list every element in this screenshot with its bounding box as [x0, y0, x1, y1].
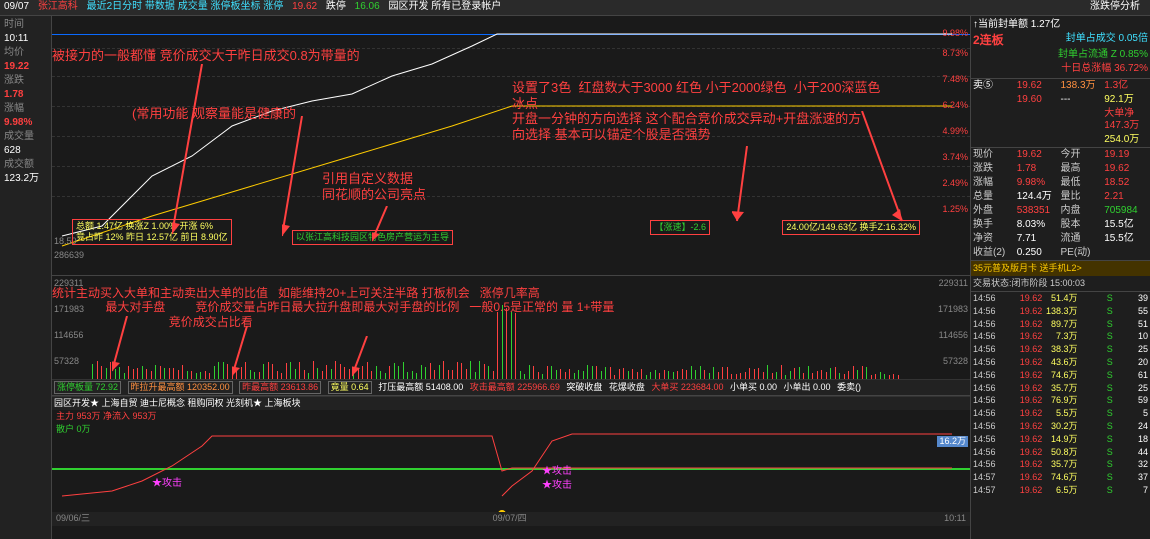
star-mark-1: ★攻击	[152, 478, 182, 490]
quote-grid: 卖⑤19.62138.3万1.3亿 19.60---92.1万 大单净 147.…	[971, 79, 1150, 148]
trade-row: 14:5619.6235.7万S32	[971, 458, 1150, 471]
flow-svg	[52, 426, 970, 516]
time-label: 时间	[2, 18, 49, 32]
trade-row: 14:5619.6243.6万S20	[971, 356, 1150, 369]
stat-line: 涨停板量 72.92 昨拉升最高额 120352.00 昨最高额 23613.8…	[52, 379, 970, 395]
trade-row: 14:5719.626.5万S7	[971, 484, 1150, 497]
trade-row: 14:5619.6276.9万S59	[971, 394, 1150, 407]
price-chart[interactable]: 9.98% 8.73% 7.48% 6.24% 4.99% 3.74% 2.49…	[52, 16, 970, 276]
avg-value: 19.22	[2, 60, 49, 74]
trade-row: 14:5719.6274.6万S37	[971, 471, 1150, 484]
trade-list[interactable]: 14:5619.6251.4万S3914:5619.62138.3万S5514:…	[971, 292, 1150, 497]
stock-name[interactable]: 张江高科	[38, 1, 78, 12]
pct-label: 涨幅	[2, 102, 49, 116]
trade-row: 14:5619.62138.3万S55	[971, 305, 1150, 318]
date-label: 09/07	[4, 1, 29, 12]
quote-detail: 现价19.62今开19.19 涨跌1.78最高19.62 涨幅9.98%最低18…	[971, 148, 1150, 261]
turnover-box: 24.00亿/149.63亿 换手Z:16.32%	[782, 220, 920, 235]
flow-value: 16.2万	[937, 436, 968, 447]
chg-label: 跌停	[326, 1, 346, 12]
right-panel: ↑当前封单额 1.27亿 2连板封单占成交 0.05倍 封单占流通 Z 0.85…	[970, 16, 1150, 539]
y-left-vol: 286639	[54, 250, 84, 261]
chg-value: 1.78	[2, 88, 49, 102]
mode-label: 最近2日分时 带数据 成交量 涨停板坐标 涨停	[87, 1, 284, 12]
trade-row: 14:5619.6251.4万S39	[971, 292, 1150, 305]
trade-row: 14:5619.6235.7万S25	[971, 382, 1150, 395]
promo-banner[interactable]: 35元普及版月卡 送手机L2>	[971, 261, 1150, 276]
seal-info: ↑当前封单额 1.27亿 2连板封单占成交 0.05倍 封单占流通 Z 0.85…	[971, 16, 1150, 79]
trade-row: 14:5619.6250.8万S44	[971, 446, 1150, 459]
header-price: 19.62	[292, 1, 317, 12]
main-area: 时间 10:11 均价 19.22 涨跌 1.78 涨幅 9.98% 成交量 6…	[0, 16, 1150, 539]
time-axis: 09/06/三 09/07/四 10:11	[52, 512, 970, 526]
chart-zone[interactable]: 9.98% 8.73% 7.48% 6.24% 4.99% 3.74% 2.49…	[52, 16, 970, 539]
avg-label: 均价	[2, 46, 49, 60]
amt-label: 成交额	[2, 158, 49, 172]
sector-line: 园区开发★ 上海自贸 迪士尼概念 租购同权 光刻机★ 上海板块	[52, 396, 970, 410]
info-box-1: 总额 1.47亿 换涨Z 1.00% 开涨 6% 竞占昨 12% 昨日 12.5…	[72, 219, 232, 245]
chg-label: 涨跌	[2, 74, 49, 88]
star-mark-3: ★攻击	[542, 480, 572, 492]
trade-row: 14:5619.6230.2万S24	[971, 420, 1150, 433]
pct-value: 9.98%	[2, 116, 49, 130]
trade-row: 14:5619.6289.7万S51	[971, 318, 1150, 331]
y-axis-right: 9.98% 8.73% 7.48% 6.24% 4.99% 3.74% 2.49…	[930, 16, 970, 275]
trade-row: 14:5619.6214.9万S18	[971, 433, 1150, 446]
vol-label: 成交量	[2, 130, 49, 144]
amt-value: 123.2万	[2, 172, 49, 186]
zhangsu-box: 【涨速】-2.6	[650, 220, 710, 235]
header-bar: 09/07 张江高科 最近2日分时 带数据 成交量 涨停板坐标 涨停 19.62…	[0, 0, 1150, 16]
trade-row: 14:5619.625.5万S5	[971, 407, 1150, 420]
vol-value: 628	[2, 144, 49, 158]
star-mark-2: ★攻击	[542, 466, 572, 478]
trade-state: 交易状态:闭市阶段 15:00:03	[971, 276, 1150, 292]
trade-row: 14:5619.627.3万S10	[971, 330, 1150, 343]
time-value: 10:11	[2, 32, 49, 46]
flow-chart[interactable]: 园区开发★ 上海自贸 迪士尼概念 租购同权 光刻机★ 上海板块 主力 953万 …	[52, 396, 970, 526]
sidebar-stats: 时间 10:11 均价 19.22 涨跌 1.78 涨幅 9.98% 成交量 6…	[0, 16, 52, 539]
company-tag-box: 以张江高科技园区特色房产营运为主导	[292, 230, 453, 245]
chg-value: 16.06	[355, 1, 380, 12]
right-tag[interactable]: 涨跌停分析	[1090, 1, 1140, 13]
trade-row: 14:5619.6238.3万S25	[971, 343, 1150, 356]
trade-row: 14:5619.6274.6万S61	[971, 369, 1150, 382]
sector-label: 园区开发 所有已登录帐户	[388, 1, 501, 12]
board-count: 2连板	[973, 33, 1004, 47]
volume-chart[interactable]: 229311 171983 114656 57328 229311 171983…	[52, 276, 970, 396]
